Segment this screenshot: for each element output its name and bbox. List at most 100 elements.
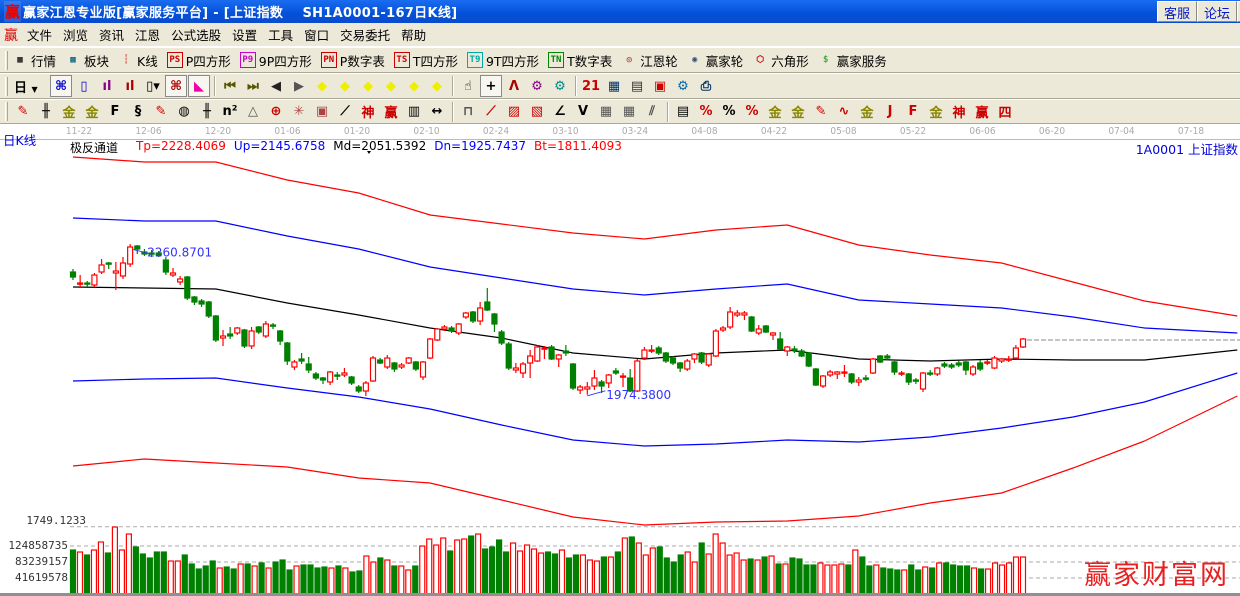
- width-icon[interactable]: ↔: [431, 104, 443, 119]
- percent-line-icon[interactable]: %: [699, 104, 713, 119]
- angle2-icon[interactable]: ∠: [554, 104, 566, 119]
- menu-item[interactable]: 窗口: [304, 28, 330, 43]
- gold-fan-icon[interactable]: 金: [929, 106, 943, 121]
- box-fan-icon[interactable]: ▨: [507, 104, 521, 119]
- menu-item[interactable]: 江恩: [135, 28, 161, 43]
- prev-icon[interactable]: ◀: [271, 78, 281, 94]
- toolbar-button-tn[interactable]: TN T数字表: [548, 51, 612, 70]
- j-fan-icon[interactable]: J: [887, 104, 893, 119]
- fan-red-icon[interactable]: ⟋: [486, 104, 496, 119]
- shen-icon[interactable]: 神: [361, 106, 375, 121]
- parallel-icon[interactable]: ╫: [42, 104, 50, 119]
- toolbar-button-t9[interactable]: T9 9T四方形: [466, 51, 539, 70]
- slash-icon[interactable]: ⫽: [649, 104, 655, 119]
- extra-title-button[interactable]: [1237, 1, 1240, 22]
- fib-icon[interactable]: F: [110, 104, 120, 119]
- ying-icon[interactable]: 赢: [384, 106, 398, 121]
- menu-item[interactable]: 资讯: [99, 28, 125, 43]
- toolbar-button-pn[interactable]: PN P数字表: [320, 51, 385, 70]
- ying-fan-icon[interactable]: 赢: [975, 106, 989, 121]
- diamond-expand-icon[interactable]: ◆: [363, 78, 373, 94]
- percent-icon[interactable]: %: [722, 104, 736, 119]
- grid-icon[interactable]: ▦: [599, 104, 613, 119]
- menu-item[interactable]: 公式选股: [171, 28, 222, 43]
- toolbar-button-calendar-grid[interactable]: ▦ 行情: [12, 51, 56, 70]
- customer-service-button[interactable]: 客服: [1157, 1, 1197, 22]
- shen-fan-icon[interactable]: 神: [952, 106, 966, 121]
- percent-lines-icon[interactable]: %: [745, 104, 759, 119]
- diamond-all-icon[interactable]: ◆: [432, 78, 442, 94]
- calculator-icon[interactable]: ▦: [607, 78, 621, 94]
- save-icon[interactable]: ▣: [653, 78, 667, 94]
- notes-icon[interactable]: ▤: [630, 78, 644, 94]
- target-icon[interactable]: ⊕: [270, 104, 282, 119]
- v-icon[interactable]: V: [577, 104, 589, 119]
- formula-icon[interactable]: ⚙: [531, 78, 543, 94]
- menu-item[interactable]: 工具: [268, 28, 294, 43]
- n2-icon[interactable]: n²: [222, 104, 238, 119]
- indicator-name[interactable]: 极反通道: [70, 141, 119, 155]
- toolbar-button-ps[interactable]: PS P四方形: [166, 51, 231, 70]
- horizontal-scrollbar[interactable]: [0, 593, 1240, 596]
- crosshair-icon[interactable]: +: [480, 75, 502, 97]
- toolbar-button-gann-wheel[interactable]: ◎ 江恩轮: [621, 51, 677, 70]
- candle-type-icon[interactable]: ▯▾: [146, 78, 160, 94]
- gold-circle-icon[interactable]: 金: [768, 106, 782, 121]
- period-dropdown[interactable]: 日 ▼: [14, 77, 46, 96]
- volume3-icon[interactable]: ıl: [102, 78, 112, 94]
- square-web-icon[interactable]: ▣: [315, 104, 329, 119]
- box-icon[interactable]: ⊓: [462, 104, 474, 119]
- gold-lines-icon[interactable]: 金: [791, 106, 805, 121]
- f-fan-icon[interactable]: F: [908, 104, 918, 119]
- forum-button[interactable]: 论坛: [1197, 1, 1237, 22]
- gold-1-icon[interactable]: 金: [62, 106, 76, 121]
- network-icon[interactable]: ⚙: [677, 78, 689, 94]
- box-fan2-icon[interactable]: ▧: [530, 104, 544, 119]
- diamond-left-icon[interactable]: ◆: [317, 78, 327, 94]
- hand-icon[interactable]: ☝: [464, 78, 472, 94]
- circle-icon[interactable]: ◍: [178, 104, 190, 119]
- pattern-red-icon[interactable]: ⌘: [165, 75, 187, 97]
- toolbar-button-blocks[interactable]: ▩ 板块: [65, 51, 109, 70]
- printer-icon[interactable]: ⎙: [700, 78, 712, 94]
- notepad-icon[interactable]: ▯: [80, 78, 88, 94]
- first-icon[interactable]: ⏮: [224, 78, 236, 94]
- flag-icon[interactable]: ◣: [188, 75, 210, 97]
- pen-mark-icon[interactable]: ✎: [815, 104, 827, 119]
- chart-pattern-icon[interactable]: ⌘: [50, 75, 72, 97]
- volume9-icon[interactable]: ıl: [125, 78, 135, 94]
- spiral-icon[interactable]: §: [134, 104, 142, 119]
- menu-item[interactable]: 浏览: [63, 28, 89, 43]
- next-icon[interactable]: ▶: [294, 78, 304, 94]
- toolbar-button-big-wheel[interactable]: ◉ 赢家轮: [687, 51, 743, 70]
- last-icon[interactable]: ⏭: [247, 78, 259, 94]
- toolbar-button-p9[interactable]: P9 9P四方形: [239, 51, 312, 70]
- wave-icon[interactable]: ∿: [838, 104, 850, 119]
- toolbar-grip[interactable]: [5, 76, 8, 96]
- line-tool-icon[interactable]: ᐱ: [508, 78, 520, 94]
- menu-item[interactable]: 文件: [27, 28, 53, 43]
- fan-pen-icon[interactable]: ✎: [155, 104, 167, 119]
- triangle-icon[interactable]: △: [248, 104, 258, 119]
- diamond-right-icon[interactable]: ◆: [340, 78, 350, 94]
- gold-2-icon[interactable]: 金: [85, 106, 99, 121]
- pen-icon[interactable]: ✎: [17, 104, 29, 119]
- grid-left-icon[interactable]: ▤: [676, 104, 690, 119]
- diamond-shrink-icon[interactable]: ◆: [386, 78, 396, 94]
- toolbar-grip[interactable]: [5, 102, 8, 121]
- web-icon[interactable]: ✳: [293, 104, 305, 119]
- ruler-icon[interactable]: ▥: [407, 104, 421, 119]
- calendar-21-icon[interactable]: 21: [581, 78, 601, 94]
- lines-icon[interactable]: ╫: [203, 104, 211, 119]
- toolbar-button-ts[interactable]: TS T四方形: [393, 51, 458, 70]
- angle-icon[interactable]: ⟋: [340, 104, 350, 119]
- menu-item[interactable]: 交易委托: [340, 28, 391, 43]
- si-fan-icon[interactable]: 四: [998, 106, 1012, 121]
- toolbar-button-kline[interactable]: ┆ K线: [118, 51, 157, 70]
- toolbar-button-hexagon[interactable]: ⬡ 六角形: [752, 51, 808, 70]
- scan-icon[interactable]: ⚙: [554, 78, 566, 94]
- toolbar-grip[interactable]: [5, 50, 8, 70]
- grid2-icon[interactable]: ▦: [622, 104, 636, 119]
- menu-item[interactable]: 帮助: [401, 28, 427, 43]
